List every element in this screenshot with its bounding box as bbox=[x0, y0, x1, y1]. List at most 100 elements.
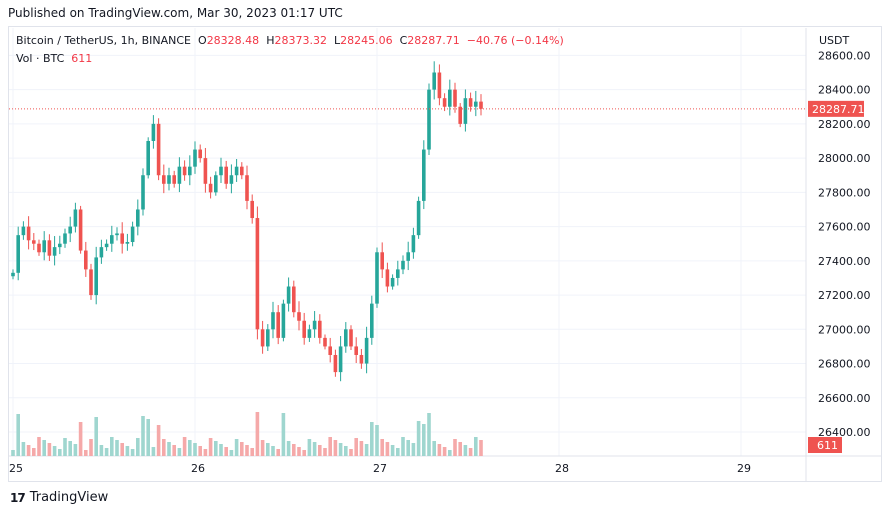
candle-body bbox=[136, 209, 140, 227]
candle-body bbox=[396, 269, 400, 278]
footer-brand[interactable]: 17 TradingView bbox=[10, 490, 108, 505]
volume-bar bbox=[250, 448, 254, 456]
volume-bar bbox=[474, 437, 478, 456]
volume-bar bbox=[37, 437, 41, 456]
candle-body bbox=[422, 149, 426, 201]
volume-bar bbox=[312, 442, 317, 456]
candle-body bbox=[99, 247, 104, 258]
candle-body bbox=[130, 226, 135, 242]
volume-bar bbox=[281, 413, 286, 456]
volume-bar bbox=[219, 444, 223, 456]
y-tick-label: 27400.00 bbox=[818, 255, 871, 268]
volume-bar bbox=[63, 438, 67, 456]
y-tick-label: 28000.00 bbox=[818, 152, 871, 165]
candle-body bbox=[333, 354, 338, 373]
candle-body bbox=[442, 98, 447, 107]
candle-body bbox=[338, 346, 343, 373]
volume-bar bbox=[375, 425, 379, 456]
volume-bar bbox=[177, 448, 182, 456]
candle-body bbox=[427, 89, 431, 150]
candle-body bbox=[474, 101, 478, 107]
x-tick-label: 26 bbox=[191, 462, 205, 475]
y-tick-label: 28600.00 bbox=[818, 49, 871, 62]
volume-bar bbox=[364, 444, 369, 456]
volume-bar bbox=[453, 439, 457, 456]
candle-body bbox=[208, 183, 213, 193]
volume-bar bbox=[442, 447, 447, 456]
candle-body bbox=[281, 303, 286, 338]
candle-body bbox=[255, 218, 260, 330]
volume-bar bbox=[120, 443, 124, 456]
volume-bar bbox=[255, 412, 260, 456]
volume-bar bbox=[333, 440, 338, 456]
volume-bar bbox=[156, 425, 161, 456]
volume-bar bbox=[214, 441, 218, 456]
high-label: H bbox=[266, 34, 275, 47]
volume-bar bbox=[115, 440, 119, 456]
candle-body bbox=[42, 240, 46, 253]
volume-badge-bg bbox=[808, 437, 842, 453]
candle-body bbox=[11, 272, 15, 277]
candle-body bbox=[292, 286, 296, 313]
candle-body bbox=[203, 158, 208, 184]
volume-bar bbox=[302, 450, 306, 456]
volume-bar bbox=[344, 446, 348, 456]
y-tick-label: 27200.00 bbox=[818, 289, 871, 302]
volume-bar bbox=[182, 437, 187, 456]
high-value: 28373.32 bbox=[274, 34, 327, 47]
close-label: C bbox=[399, 34, 408, 47]
candle-body bbox=[32, 240, 36, 244]
volume-bar bbox=[99, 445, 104, 456]
volume-bar bbox=[406, 440, 410, 456]
candle-body bbox=[437, 72, 442, 99]
volume-bar bbox=[32, 448, 36, 456]
candle-body bbox=[312, 320, 317, 330]
candle-body bbox=[390, 277, 395, 287]
candle-body bbox=[146, 140, 150, 176]
candle-body bbox=[349, 329, 353, 347]
volume-bar bbox=[52, 446, 57, 456]
volume-label[interactable]: Vol · BTC bbox=[16, 52, 65, 65]
candle-body bbox=[125, 242, 130, 244]
candle-body bbox=[229, 175, 234, 184]
volume-bar bbox=[286, 441, 291, 456]
volume-bar bbox=[437, 444, 442, 456]
candle-body bbox=[198, 149, 202, 159]
x-tick-label: 28 bbox=[555, 462, 569, 475]
volume-legend: Vol · BTC 611 bbox=[16, 52, 92, 65]
candle-body bbox=[156, 123, 161, 176]
low-label: L bbox=[333, 34, 341, 47]
volume-bar bbox=[162, 439, 166, 456]
volume-bar bbox=[224, 447, 228, 456]
volume-bar bbox=[172, 445, 176, 456]
candle-body bbox=[234, 166, 239, 176]
currency-label: USDT bbox=[819, 34, 850, 47]
candle-body bbox=[240, 166, 244, 176]
candle-body bbox=[354, 346, 358, 355]
candle-body bbox=[416, 200, 421, 236]
volume-bar bbox=[26, 445, 31, 456]
candle-body bbox=[307, 329, 312, 338]
volume-bar bbox=[359, 441, 364, 456]
symbol-title[interactable]: Bitcoin / TetherUS, 1h, BINANCE bbox=[16, 34, 192, 47]
candle-body bbox=[104, 243, 109, 248]
y-tick-label: 27000.00 bbox=[818, 323, 871, 336]
candle-body bbox=[52, 247, 57, 256]
candle-body bbox=[219, 166, 223, 176]
volume-bar bbox=[188, 440, 192, 456]
close-value: 28287.71 bbox=[407, 34, 460, 47]
volume-bar bbox=[58, 449, 62, 456]
volume-bar bbox=[260, 440, 265, 456]
volume-bar bbox=[354, 438, 358, 456]
volume-bar bbox=[328, 437, 332, 456]
candle-body bbox=[214, 175, 218, 193]
candle-body bbox=[375, 252, 379, 304]
candle-body bbox=[120, 233, 124, 244]
y-tick-label: 26600.00 bbox=[818, 392, 871, 405]
volume-bar bbox=[448, 450, 452, 456]
candle-body bbox=[21, 226, 26, 236]
brand-name: TradingView bbox=[29, 490, 109, 505]
candle-body bbox=[385, 269, 390, 287]
volume-bar bbox=[104, 448, 109, 456]
